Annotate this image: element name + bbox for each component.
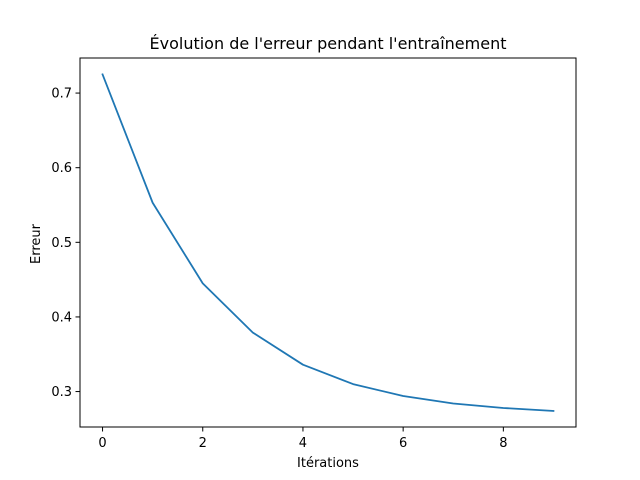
y-tick-label: 0.4: [51, 310, 72, 325]
x-tick-label: 2: [199, 436, 207, 451]
x-tick-label: 4: [299, 436, 307, 451]
plot-frame: [79, 57, 577, 428]
x-tick-label: 0: [98, 436, 106, 451]
x-tick-label: 8: [499, 436, 507, 451]
series-line-0: [101, 73, 555, 412]
y-axis-label: Erreur: [29, 223, 44, 264]
axis-ticks: 0 2 4 6 8 0.3 0.4 0.5 0.6 0.7: [51, 87, 507, 451]
plot-area: [79, 57, 577, 428]
y-tick-label: 0.7: [51, 87, 72, 102]
chart-title: Évolution de l'erreur pendant l'entraîne…: [150, 34, 507, 53]
x-axis-label: Itérations: [297, 456, 359, 471]
y-tick-label: 0.6: [51, 161, 72, 176]
y-tick-label: 0.3: [51, 385, 72, 400]
y-tick-label: 0.5: [51, 236, 72, 251]
x-tick-label: 6: [399, 436, 407, 451]
